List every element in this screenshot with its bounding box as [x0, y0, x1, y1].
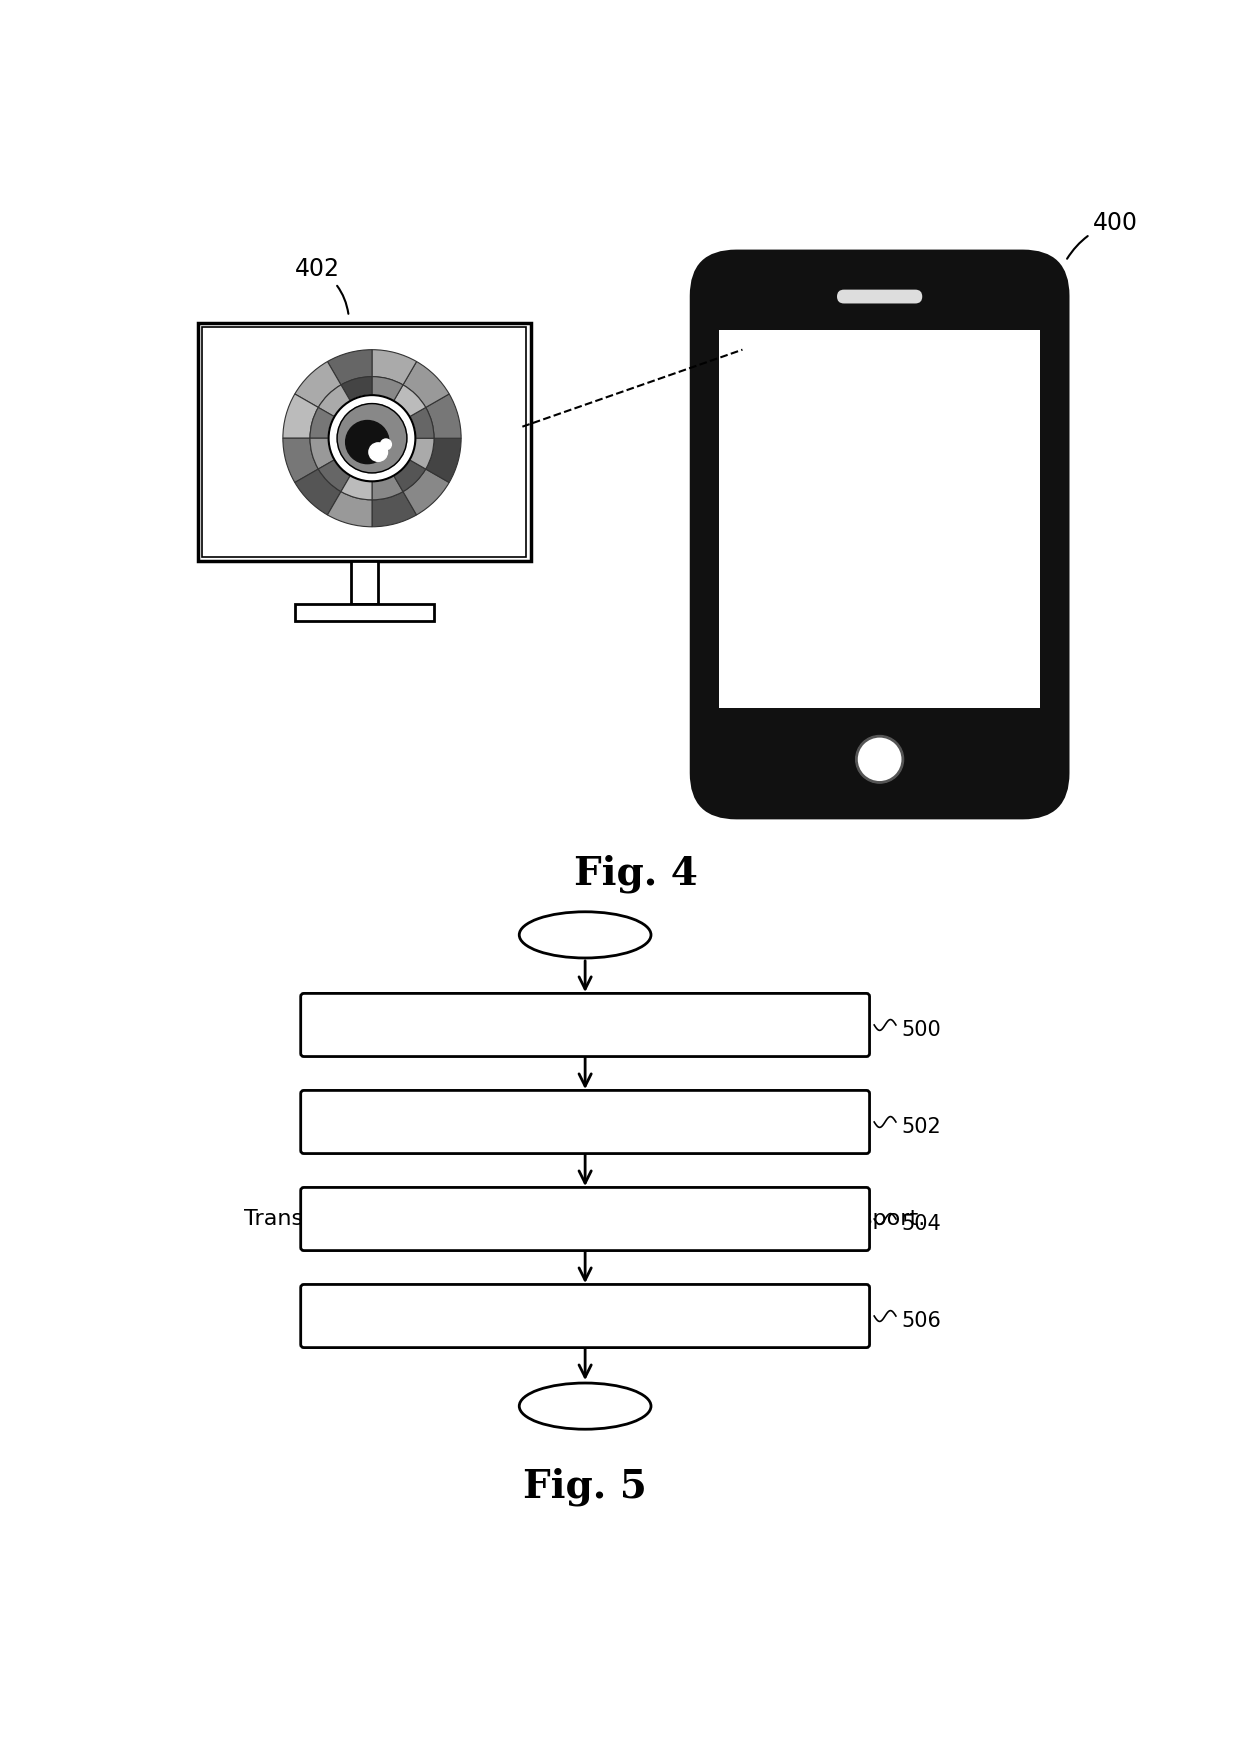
FancyBboxPatch shape — [689, 250, 1069, 820]
Wedge shape — [341, 475, 372, 500]
Circle shape — [346, 420, 389, 464]
FancyBboxPatch shape — [301, 1091, 869, 1154]
Circle shape — [329, 396, 415, 482]
FancyBboxPatch shape — [301, 1187, 869, 1251]
Text: 500: 500 — [901, 1020, 941, 1040]
Wedge shape — [372, 491, 417, 526]
Text: Executing the application.: Executing the application. — [440, 1112, 730, 1133]
Wedge shape — [310, 408, 335, 438]
Wedge shape — [310, 438, 335, 470]
Wedge shape — [295, 362, 341, 408]
Text: End: End — [563, 1395, 608, 1418]
Circle shape — [381, 440, 392, 450]
Wedge shape — [341, 376, 372, 401]
Text: Start: Start — [557, 923, 614, 946]
Bar — [719, 331, 1040, 707]
Wedge shape — [425, 394, 461, 438]
Circle shape — [857, 737, 903, 783]
Wedge shape — [403, 470, 449, 515]
FancyBboxPatch shape — [837, 290, 923, 304]
Text: 504: 504 — [901, 1214, 941, 1233]
Text: 506: 506 — [901, 1310, 941, 1330]
Wedge shape — [295, 470, 341, 515]
Ellipse shape — [520, 911, 651, 959]
Wedge shape — [409, 438, 434, 470]
Text: 400: 400 — [1068, 211, 1138, 259]
Bar — [295, 603, 434, 621]
Ellipse shape — [520, 1383, 651, 1430]
Wedge shape — [319, 459, 350, 491]
FancyBboxPatch shape — [301, 1284, 869, 1347]
Text: 502: 502 — [901, 1117, 941, 1136]
Wedge shape — [372, 475, 403, 500]
Bar — [202, 327, 526, 558]
Text: Transporting data securely using a secure network transport.: Transporting data securely using a secur… — [244, 1208, 926, 1230]
Bar — [197, 322, 531, 561]
Circle shape — [337, 403, 407, 473]
Wedge shape — [283, 438, 319, 482]
Text: Securely storing and accessing code.: Securely storing and accessing code. — [378, 1305, 792, 1326]
Wedge shape — [394, 459, 425, 491]
Wedge shape — [403, 362, 449, 408]
Wedge shape — [409, 408, 434, 438]
Wedge shape — [425, 438, 461, 482]
Text: Accessing an application as part of a web service.: Accessing an application as part of a we… — [306, 1015, 864, 1034]
Wedge shape — [372, 350, 417, 385]
Text: Fig. 5: Fig. 5 — [523, 1467, 647, 1506]
Wedge shape — [327, 491, 372, 526]
Text: 402: 402 — [295, 257, 348, 313]
FancyBboxPatch shape — [301, 994, 869, 1057]
Wedge shape — [319, 385, 351, 417]
Bar — [351, 561, 378, 603]
Wedge shape — [394, 385, 425, 417]
Wedge shape — [283, 394, 319, 438]
Wedge shape — [372, 376, 403, 401]
Text: Fig. 4: Fig. 4 — [574, 855, 697, 892]
Wedge shape — [327, 350, 372, 385]
Circle shape — [370, 443, 388, 461]
